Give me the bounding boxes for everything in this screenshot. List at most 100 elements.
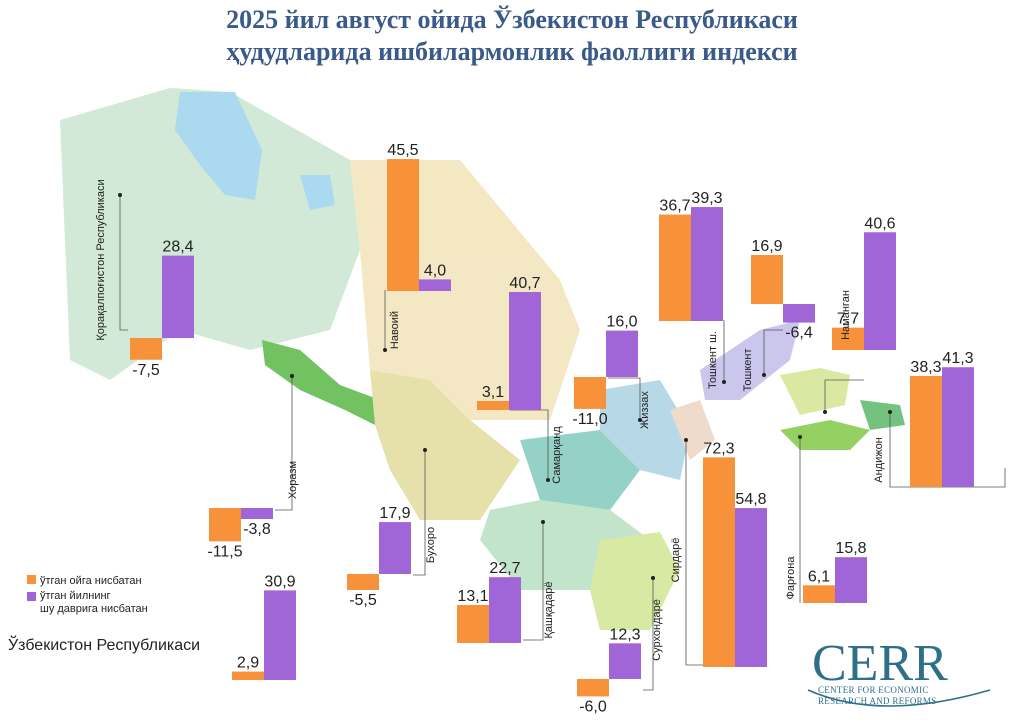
- bar-year: [942, 367, 974, 487]
- country-label: Ўзбекистон Республикаси: [8, 634, 200, 654]
- bar-year: [609, 643, 641, 679]
- bar-year: [509, 291, 541, 410]
- legend-swatch-year: [27, 592, 36, 601]
- bar-month: [577, 679, 609, 697]
- region-andijan-shape: [860, 400, 905, 430]
- bar-year: [864, 232, 896, 350]
- region-jizzakh-shape: [600, 380, 690, 480]
- region-marker-dot: [118, 193, 122, 197]
- value-label-year: 39,3: [691, 190, 722, 207]
- region-bar-group: 3,1 40,7 Самарқанд: [477, 275, 563, 484]
- region-name-label: Тошкент: [742, 349, 754, 392]
- leader-karakalpakstan: [119, 195, 128, 331]
- region-samarkand-shape: [520, 430, 640, 510]
- region-bar-group: 13,122,7 Қашқадарё: [457, 520, 555, 643]
- value-label-year: 16,0: [606, 314, 637, 331]
- bar-month: [232, 671, 264, 680]
- leader-namangan: [824, 379, 864, 412]
- region-marker-dot: [423, 448, 427, 452]
- leader-bukhara: [413, 450, 426, 576]
- legend-label-year-1: ўтган йилнинг: [40, 590, 111, 602]
- region-marker-dot: [290, 374, 294, 378]
- value-label-month: 7,7: [837, 311, 859, 328]
- region-name-label: Сурхондарё: [651, 599, 663, 661]
- leader-syrdarya: [685, 440, 703, 666]
- region-name-label: Самарқанд: [551, 426, 563, 484]
- bar-year: [264, 590, 296, 680]
- region-bar-group: 72,3 54,8 Сирдарё: [670, 438, 767, 667]
- legend-swatch-month: [27, 575, 36, 584]
- bar-year: [735, 508, 767, 667]
- region-bar-group: 6,1 15,8 Фарғона: [785, 435, 867, 603]
- value-label-month: 6,1: [808, 568, 830, 585]
- logo-name: CERR: [812, 635, 948, 692]
- leader-tashkent: [763, 329, 783, 375]
- region-bar-group: 2,9 30,9: [232, 573, 296, 680]
- bar-month: [130, 338, 162, 360]
- region-bar-group: -6,0 12,3 Сурхондарё: [577, 576, 663, 715]
- bar-month: [387, 159, 419, 291]
- region-marker-dot: [651, 576, 655, 580]
- region-marker-dot: [684, 438, 688, 442]
- bar-month: [659, 214, 691, 321]
- bar-year: [241, 508, 273, 520]
- bar-year: [419, 279, 451, 291]
- region-bar-group: -11,5-3,8 Хоразм: [207, 374, 299, 560]
- bar-month: [910, 375, 942, 487]
- value-label-month: 38,3: [910, 359, 941, 376]
- region-name-label: Фарғона: [785, 556, 797, 600]
- bar-month: [209, 508, 241, 542]
- value-label-month: 3,1: [482, 384, 504, 401]
- bar-month: [751, 254, 783, 304]
- region-marker-dot: [762, 373, 766, 377]
- bar-month: [803, 585, 835, 603]
- legend-label-month: ўтган ойга нисбатан: [40, 575, 142, 587]
- title-line-1: 2025 йил август ойида Ўзбекистон Республ…: [226, 5, 798, 34]
- region-marker-dot: [798, 435, 802, 439]
- value-label-month: 36,7: [659, 198, 690, 215]
- bar-year: [379, 522, 411, 574]
- value-label-year: 4,0: [424, 262, 446, 279]
- region-surkhandarya-shape: [590, 532, 680, 630]
- region-marker-dot: [823, 410, 827, 414]
- aral-sea-small-shape: [300, 175, 335, 210]
- bar-month: [832, 327, 864, 350]
- region-bar-group: 7,7 40,6 Наманган: [823, 215, 896, 414]
- leader-lines: [119, 195, 1006, 691]
- bar-month: [574, 377, 606, 409]
- bar-month: [457, 605, 489, 643]
- region-marker-dot: [888, 410, 892, 414]
- region-bar-group: 45,5 4,0 Навоий: [383, 142, 451, 352]
- region-name-label: Бухоро: [425, 527, 437, 563]
- region-tashkent-shape: [700, 320, 800, 400]
- region-bar-group: 38,341,3 Андижон: [873, 350, 974, 487]
- value-label-month: -6,0: [579, 698, 607, 715]
- region-name-label: Тошкент ш.: [707, 331, 719, 389]
- legend-label-year-2: шу даврига нисбатан: [40, 603, 148, 615]
- region-marker-dot: [722, 380, 726, 384]
- region-karakalpakstan-shape: [60, 88, 360, 380]
- region-bar-group: -5,5 17,9 Бухоро: [347, 448, 437, 609]
- region-khorezm-shape: [262, 340, 380, 425]
- region-namangan-shape: [780, 368, 850, 415]
- region-marker-dot: [638, 418, 642, 422]
- region-fergana-shape: [780, 420, 870, 450]
- title-line-2: ҳудудларида ишбилармонлик фаоллиги индек…: [226, 37, 797, 66]
- logo-swoosh: [807, 689, 991, 707]
- value-label-year: 30,9: [264, 573, 295, 590]
- region-name-label: Навоий: [389, 311, 401, 349]
- value-label-year: -3,8: [243, 521, 271, 538]
- value-label-year: 12,3: [609, 626, 640, 643]
- value-label-month: 13,1: [457, 588, 488, 605]
- logo-line-1: CENTER FOR ECONOMIC: [818, 685, 929, 695]
- value-label-year: 22,7: [489, 560, 520, 577]
- region-bar-group: 36,7 39,3 Тошкент ш.: [659, 190, 726, 389]
- value-label-month: -7,5: [132, 362, 160, 379]
- value-label-year: 54,8: [735, 491, 766, 508]
- value-label-year: 15,8: [835, 540, 866, 557]
- logo-line-2: RESEARCH AND REFORMS: [818, 696, 937, 706]
- region-name-label: Жиззах: [639, 391, 651, 429]
- bar-year: [835, 557, 867, 603]
- value-label-month: 72,3: [703, 440, 734, 457]
